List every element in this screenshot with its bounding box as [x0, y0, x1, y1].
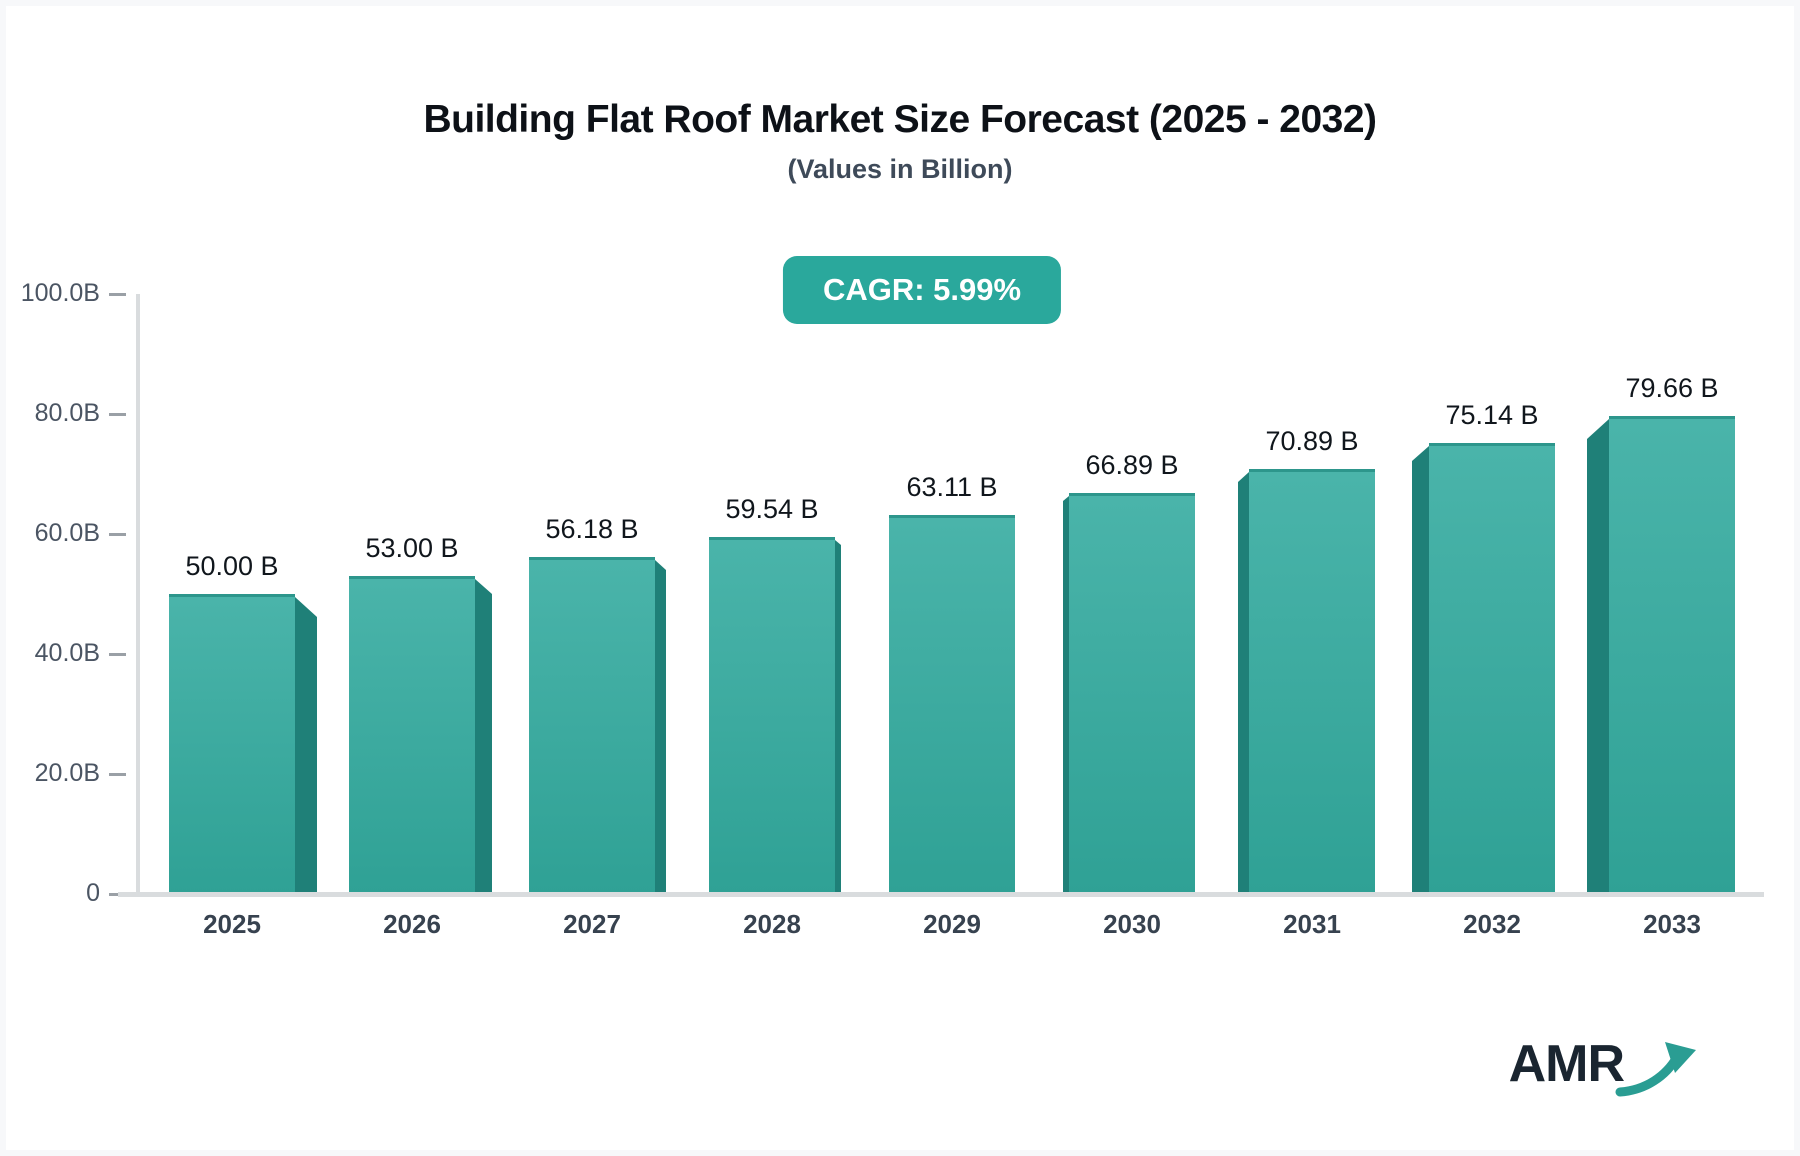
bar-column-2029: 63.11 B [889, 294, 1015, 894]
bar-2027 [529, 557, 666, 894]
bar-3d-side [835, 540, 841, 894]
cagr-badge-label: CAGR: 5.99% [822, 272, 1022, 307]
bar-column-2025: 50.00 B [169, 294, 317, 894]
bar-value-label: 70.89 B [1265, 426, 1359, 456]
bar-value-label: 66.89 B [1085, 450, 1179, 480]
bar-3d-side [1063, 496, 1069, 894]
bar-2030 [1063, 493, 1195, 894]
y-tick-label: 60.0B [34, 518, 100, 547]
y-tick-label: 80.0B [34, 398, 100, 427]
bar-value-label: 75.14 B [1445, 400, 1539, 430]
trending-up-arrow-icon [1615, 1042, 1696, 1097]
cagr-badge: CAGR: 5.99% [782, 256, 1062, 324]
x-axis-label-2032: 2032 [1463, 909, 1521, 939]
chart-title: Building Flat Roof Market Size Forecast … [423, 98, 1377, 141]
y-tick-mark [109, 892, 126, 896]
bar-2025 [169, 594, 317, 894]
y-axis-line [136, 294, 140, 896]
bar-2032 [1412, 443, 1555, 894]
x-axis-line [118, 892, 1764, 897]
bar-column-2027: 56.18 B [529, 294, 666, 894]
bar-value-label: 56.18 B [545, 514, 639, 544]
bar-3d-side [655, 560, 666, 894]
bar-2033 [1587, 416, 1735, 894]
amr-logo-text: AMR [1508, 1035, 1625, 1093]
y-tick-mark [109, 772, 126, 776]
y-tick-mark [109, 652, 126, 656]
y-tick-mark [109, 292, 126, 296]
bar-column-2030: 66.89 B [1063, 294, 1195, 894]
bar-column-2033: 79.66 B [1587, 294, 1735, 894]
y-tick-label: 20.0B [34, 758, 100, 787]
bar-3d-side [475, 579, 492, 894]
x-axis-label-2028: 2028 [743, 909, 801, 939]
y-axis: 100.0B 80.0B 60.0B 40.0B 20.0B 0 [6, 279, 136, 907]
bar-3d-side [295, 597, 317, 894]
bar-2029 [889, 515, 1015, 894]
amr-logo: AMR [1508, 1035, 1698, 1100]
chart-subtitle: (Values in Billion) [787, 154, 1013, 184]
bar-3d-side [1412, 446, 1429, 894]
x-axis-label-2031: 2031 [1283, 909, 1341, 939]
bar-2028 [709, 537, 841, 894]
bar-column-2026: 53.00 B [349, 294, 492, 894]
y-tick-mark [109, 532, 126, 536]
bar-value-label: 50.00 B [185, 551, 279, 581]
y-tick-label: 100.0B [20, 278, 100, 307]
bar-3d-side [1238, 472, 1249, 894]
bar-2026 [349, 576, 492, 894]
bar-value-label: 79.66 B [1625, 373, 1719, 403]
bar-column-2032: 75.14 B [1412, 294, 1555, 894]
x-axis-label-2029: 2029 [923, 909, 981, 939]
x-axis-label-2033: 2033 [1643, 909, 1701, 939]
plot-area: 50.00 B 53.00 B 56.18 B 59.54 B 63.11 B 66.89… [142, 294, 1762, 894]
x-axis-label-2030: 2030 [1103, 909, 1161, 939]
y-tick-mark [109, 412, 126, 416]
bar-value-label: 63.11 B [906, 472, 998, 502]
x-axis-label-2026: 2026 [383, 909, 441, 939]
x-axis-labels: 2025 2026 2027 2028 2029 2030 2031 2032 2033 [142, 909, 1762, 949]
bar-3d-side [1587, 419, 1609, 894]
x-axis-label-2027: 2027 [563, 909, 621, 939]
bar-value-label: 59.54 B [725, 494, 819, 524]
x-axis-label-2025: 2025 [203, 909, 261, 939]
bar-value-label: 53.00 B [365, 533, 459, 563]
bar-2031 [1238, 469, 1375, 894]
y-tick-label: 0 [86, 878, 100, 907]
y-tick-label: 40.0B [34, 638, 100, 667]
bar-column-2028: 59.54 B [709, 294, 841, 894]
chart-card: Building Flat Roof Market Size Forecast … [6, 6, 1794, 1150]
bar-column-2031: 70.89 B [1238, 294, 1375, 894]
